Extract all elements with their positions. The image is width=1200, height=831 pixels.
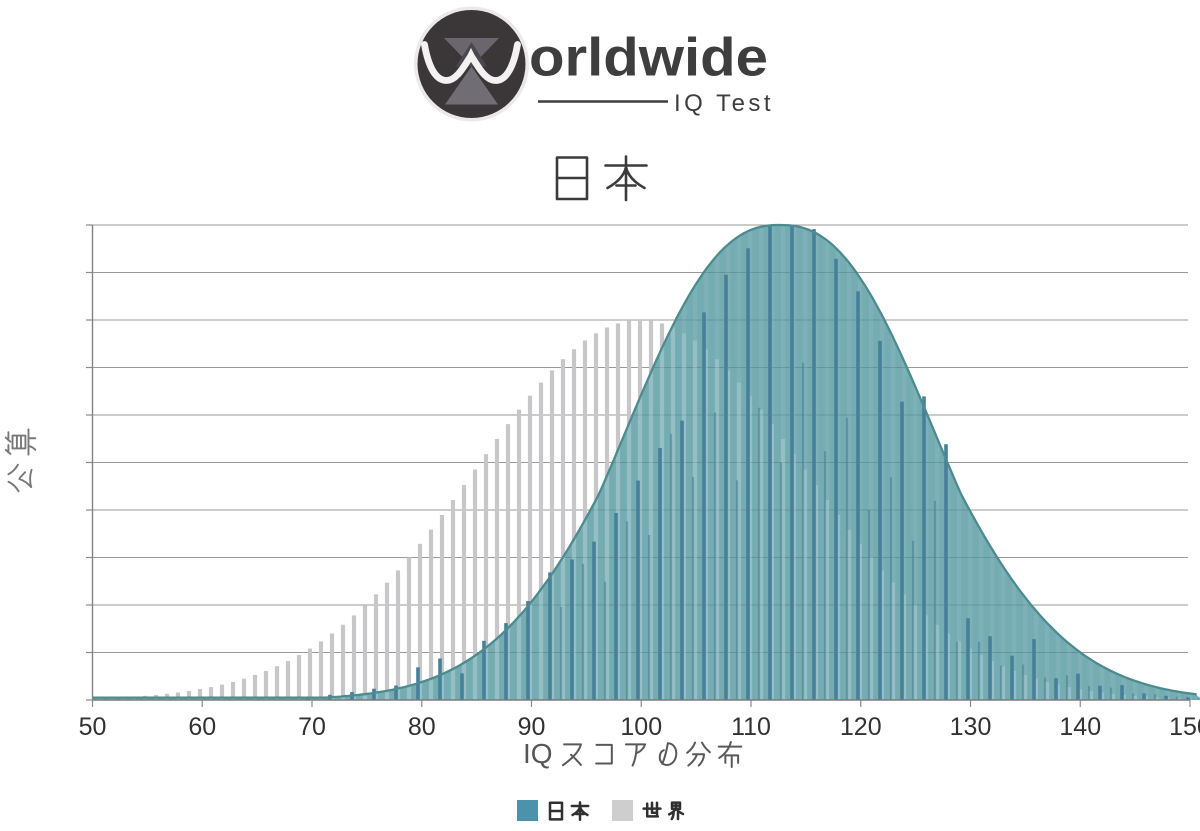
svg-text:orldwide: orldwide xyxy=(529,28,768,88)
svg-text:50: 50 xyxy=(79,713,107,741)
svg-text:150: 150 xyxy=(1169,713,1200,741)
svg-text:80: 80 xyxy=(408,713,436,741)
svg-text:IQ: IQ xyxy=(523,738,553,769)
svg-text:140: 140 xyxy=(1059,713,1101,741)
svg-text:110: 110 xyxy=(731,713,771,741)
svg-text:100: 100 xyxy=(620,713,662,741)
svg-text:120: 120 xyxy=(840,713,882,741)
svg-text:90: 90 xyxy=(518,713,546,741)
svg-text:60: 60 xyxy=(188,713,216,741)
svg-text:IQ Test: IQ Test xyxy=(674,90,774,117)
svg-text:130: 130 xyxy=(950,713,992,741)
svg-text:70: 70 xyxy=(298,713,326,741)
